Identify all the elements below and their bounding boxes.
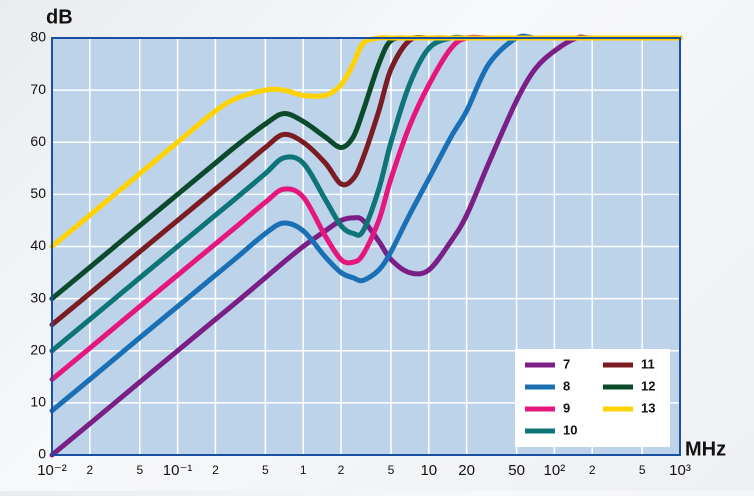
x-tick-label: 5: [136, 463, 143, 477]
legend-label: 7: [563, 356, 570, 371]
legend-label: 10: [563, 422, 577, 437]
legend-label: 9: [563, 400, 570, 415]
y-tick-label: 10: [30, 394, 46, 410]
x-tick-label: 10: [420, 462, 437, 479]
x-tick-label: 5: [388, 463, 395, 477]
y-tick-label: 80: [30, 29, 46, 45]
x-tick-label: 5: [639, 463, 646, 477]
series-line: [49, 34, 683, 458]
x-tick-label: 10²: [544, 462, 566, 479]
x-tick-label: 10⁻¹: [163, 462, 193, 479]
x-axis-label: MHz: [685, 438, 726, 460]
legend-label: 12: [641, 378, 655, 393]
y-tick-label: 30: [30, 289, 46, 305]
plot-border: [51, 37, 681, 456]
x-tick-label: 2: [212, 463, 219, 477]
y-tick-label: 60: [30, 133, 46, 149]
x-tick-label: 5: [262, 463, 269, 477]
legend-label: 11: [641, 356, 655, 371]
y-axis-label: dB: [46, 6, 73, 28]
y-tick-label: 0: [38, 446, 46, 462]
y-tick-label: 20: [30, 341, 46, 357]
legend-label: 8: [563, 378, 570, 393]
x-tick-label: 10³: [669, 462, 691, 479]
y-tick-label: 50: [30, 185, 46, 201]
y-tick-label: 70: [30, 81, 46, 97]
legend-label: 13: [641, 400, 655, 415]
x-tick-label: 20: [458, 462, 475, 479]
x-tick-label: 2: [86, 463, 93, 477]
x-tick-label: 50: [508, 462, 525, 479]
x-tick-label: 2: [589, 463, 596, 477]
x-tick-label: 2: [338, 463, 345, 477]
y-tick-label: 40: [30, 237, 46, 253]
x-tick-label: 1: [300, 463, 307, 477]
x-tick-label: 10⁻²: [37, 462, 67, 479]
